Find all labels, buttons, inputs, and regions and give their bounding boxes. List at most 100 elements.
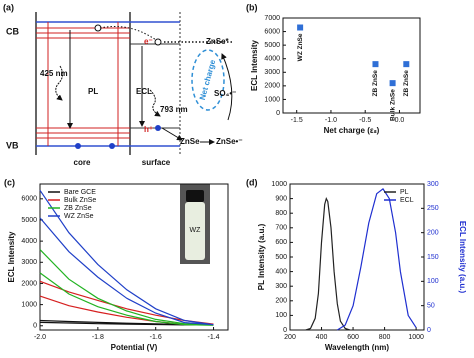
y-tick-label: 6000 xyxy=(21,196,37,203)
y-tick-label: 900 xyxy=(275,195,287,202)
y-axis-label: ECL Intensity xyxy=(7,231,16,283)
y-tick-label: 0 xyxy=(276,110,280,117)
band-label: CB xyxy=(6,26,19,36)
y-tick-label: 500 xyxy=(275,254,287,261)
carrier-label: e⁻ xyxy=(144,37,153,46)
series-line xyxy=(39,189,214,326)
species-label: ZnSe* xyxy=(206,37,230,46)
arrow xyxy=(99,26,157,41)
point-label: ZB ZnSe xyxy=(403,70,410,97)
x-tick-label: 1000 xyxy=(408,334,424,341)
series-line xyxy=(39,280,214,326)
arrow xyxy=(221,53,233,121)
y-tick-label: 3000 xyxy=(21,259,37,266)
y-tick-label: 0 xyxy=(33,323,37,330)
diagram: (a) CB VB xyxy=(3,2,243,167)
y-tick-label: 4000 xyxy=(264,56,280,63)
y2-axis-label: ECL Intensity (a.u.) xyxy=(458,221,467,294)
point-label: WZ ZnSe xyxy=(297,33,304,61)
x-axis-label: Wavelength (nm) xyxy=(325,343,389,352)
point-label: Bulk ZnSe xyxy=(389,89,396,121)
y-tick-label: 4000 xyxy=(21,238,37,245)
wavelength-label: 793 nm xyxy=(160,105,188,114)
y-axis-label: PL Intensity (a.u.) xyxy=(257,223,266,290)
legend-label: ECL xyxy=(400,197,414,204)
process-label: PL xyxy=(88,87,98,96)
legend-label: PL xyxy=(400,189,409,196)
x-tick-label: 400 xyxy=(316,334,328,341)
x-tick-label: -0.5 xyxy=(359,117,371,124)
panel-label: (a) xyxy=(3,2,14,12)
vial-cap xyxy=(186,190,204,202)
x-tick-label: -1.0 xyxy=(325,117,337,124)
y-tick-label: 5000 xyxy=(21,217,37,224)
x-tick-label: 800 xyxy=(379,334,391,341)
y2-tick-label: 0 xyxy=(427,327,431,334)
process-label: ECL xyxy=(136,87,152,96)
y-tick-label: 5000 xyxy=(264,42,280,49)
y-tick-label: 200 xyxy=(275,298,287,305)
point xyxy=(403,61,410,68)
x-tick-label: 600 xyxy=(347,334,359,341)
x-axis-label: Net charge (εₛ) xyxy=(324,126,380,135)
x-tick-label: 0.0 xyxy=(395,117,405,124)
y-tick-label: 7000 xyxy=(264,15,280,22)
x-tick-label: 200 xyxy=(284,334,296,341)
panel-label: (b) xyxy=(246,2,258,12)
y-tick-label: 300 xyxy=(275,283,287,290)
x-tick-label: -1.8 xyxy=(92,334,104,341)
plot-frame xyxy=(39,183,229,331)
x-tick-label: -1.5 xyxy=(291,117,303,124)
y-tick-label: 3000 xyxy=(264,69,280,76)
vial-body xyxy=(185,202,205,260)
hole-dot xyxy=(75,143,81,149)
y-tick-label: 1000 xyxy=(271,181,287,188)
y-tick-label: 1000 xyxy=(264,96,280,103)
y-tick-label: 600 xyxy=(275,239,287,246)
series-line xyxy=(305,196,351,331)
legend-label: WZ ZnSe xyxy=(64,213,94,220)
legend-label: Bulk ZnSe xyxy=(64,197,96,204)
y-tick-label: 100 xyxy=(275,312,287,319)
hole-dot xyxy=(155,125,161,131)
plot-frame xyxy=(282,17,421,114)
y-axis-label: ECL Intensity xyxy=(250,39,259,91)
inset-label: WZ xyxy=(190,227,202,234)
y-tick-label: 2000 xyxy=(21,280,37,287)
plot-frame xyxy=(289,183,425,331)
legend-label: Bare GCE xyxy=(64,189,96,196)
x-tick-label: -2.0 xyxy=(34,334,46,341)
y2-tick-label: 300 xyxy=(427,181,439,188)
y-tick-label: 400 xyxy=(275,268,287,275)
point xyxy=(297,24,304,31)
region-label: surface xyxy=(142,158,171,167)
y-tick-label: 1000 xyxy=(21,301,37,308)
species-label: SO₄•⁻ xyxy=(214,89,236,98)
species-label: ZnSe xyxy=(180,137,200,146)
y-tick-label: 0 xyxy=(283,327,287,334)
series-line xyxy=(39,249,214,326)
panel-label: (d) xyxy=(246,177,258,187)
y2-tick-label: 100 xyxy=(427,278,439,285)
point xyxy=(389,80,396,87)
y-tick-label: 700 xyxy=(275,225,287,232)
y-tick-label: 800 xyxy=(275,210,287,217)
y2-tick-label: 200 xyxy=(427,230,439,237)
y-tick-label: 2000 xyxy=(264,83,280,90)
arrow xyxy=(161,127,183,141)
band-label: VB xyxy=(6,140,19,150)
inset-photo: WZ xyxy=(180,184,210,264)
wavelength-label: 425 nm xyxy=(40,69,68,78)
arrow xyxy=(55,65,64,101)
y2-tick-label: 250 xyxy=(427,205,439,212)
species-label: ZnSe•⁻ xyxy=(216,137,243,146)
panel-label: (c) xyxy=(4,177,15,187)
point xyxy=(372,61,379,68)
y-tick-label: 6000 xyxy=(264,28,280,35)
x-tick-label: -1.4 xyxy=(208,334,220,341)
hole-dot xyxy=(109,143,115,149)
arrow xyxy=(149,89,161,117)
y2-tick-label: 150 xyxy=(427,254,439,261)
x-axis-label: Potential (V) xyxy=(111,343,158,352)
